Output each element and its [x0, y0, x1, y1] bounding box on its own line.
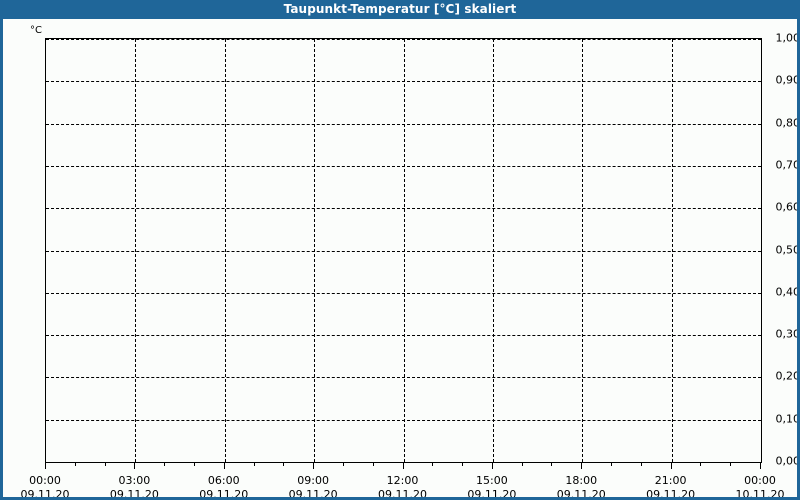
x-label-time: 18:00 — [565, 474, 598, 487]
x-label-date: 09.11.20 — [467, 488, 517, 500]
x-tick-minor — [462, 462, 464, 466]
y-axis-tick-label: 1,00 — [775, 31, 800, 45]
x-label-date: 09.11.20 — [109, 488, 159, 500]
gridline-vertical — [671, 39, 673, 462]
y-axis-unit-label: °C — [30, 25, 42, 36]
y-axis-tick-label: 0,20 — [775, 369, 800, 383]
x-tick-major — [223, 462, 225, 469]
x-tick-minor — [700, 462, 702, 466]
gridline-vertical — [492, 39, 494, 462]
x-label-date: 09.11.20 — [378, 488, 427, 500]
x-tick-major — [134, 462, 136, 469]
x-tick-major — [313, 462, 315, 469]
x-tick-minor — [611, 462, 613, 466]
x-axis-tick-label: 09:00 09.11.20 — [268, 474, 358, 500]
x-label-time: 09:00 — [297, 474, 329, 487]
x-axis-tick-label: 18:00 09.11.20 — [536, 474, 626, 500]
y-axis-tick-label: 0,80 — [775, 116, 800, 130]
x-tick-minor — [193, 462, 195, 466]
x-tick-minor — [372, 462, 374, 466]
gridline-vertical — [224, 39, 226, 462]
x-tick-minor — [730, 462, 732, 466]
y-axis-tick-label: 0,00 — [775, 454, 800, 468]
x-axis-tick-label: 00:00 09.11.20 — [3, 474, 90, 500]
gridline-vertical — [314, 39, 316, 462]
x-axis-tick-label: 06:00 09.11.20 — [179, 474, 269, 500]
x-label-date: 10.11.20 — [735, 488, 785, 500]
x-tick-major — [402, 462, 404, 469]
window-title-bar: Taupunkt-Temperatur [°C] skaliert — [3, 0, 797, 19]
x-axis-tick-label: 00:00 10.11.20 — [715, 474, 797, 500]
x-label-time: 12:00 — [386, 474, 419, 487]
x-tick-minor — [164, 462, 166, 466]
x-tick-major — [670, 462, 672, 469]
x-label-date: 09.11.20 — [199, 488, 249, 500]
chart-plot-canvas: °C 1,00 0,90 0,80 0,70 0,60 0,50 0,40 0,30 0,20 0… — [3, 19, 800, 500]
x-axis-tick-label: 12:00 09.11.20 — [358, 474, 448, 500]
x-label-date: 09.11.20 — [288, 488, 338, 500]
y-axis-tick-label: 0,90 — [775, 73, 800, 87]
gridline-horizontal — [46, 462, 761, 463]
x-tick-minor — [253, 462, 255, 466]
gridline-vertical — [582, 39, 584, 462]
y-axis-tick-label: 0,30 — [775, 327, 800, 341]
x-tick-minor — [283, 462, 285, 466]
x-label-date: 09.11.20 — [646, 488, 696, 500]
y-axis-tick-label: 0,60 — [775, 200, 800, 214]
x-tick-minor — [74, 462, 76, 466]
x-tick-minor — [432, 462, 434, 466]
x-label-time: 21:00 — [654, 474, 687, 487]
gridline-vertical — [403, 39, 405, 462]
x-tick-minor — [342, 462, 344, 466]
plot-area — [45, 38, 762, 463]
x-label-time: 06:00 — [207, 474, 240, 487]
x-axis-tick-label: 21:00 09.11.20 — [626, 474, 716, 500]
y-axis-tick-label: 0,50 — [775, 243, 800, 256]
x-label-time: 00:00 — [29, 474, 61, 487]
page-title: Taupunkt-Temperatur [°C] skaliert — [283, 2, 517, 16]
x-tick-minor — [640, 462, 642, 466]
x-tick-minor — [551, 462, 553, 466]
x-tick-major — [760, 462, 761, 469]
x-tick-minor — [104, 462, 106, 466]
x-label-date: 09.11.20 — [20, 488, 70, 500]
gridline-vertical — [135, 39, 137, 462]
x-axis-tick-label: 03:00 09.11.20 — [89, 474, 179, 500]
x-tick-minor — [521, 462, 523, 466]
y-axis-tick-label: 0,70 — [775, 158, 800, 172]
x-tick-major — [581, 462, 583, 469]
x-label-date: 09.11.20 — [556, 488, 606, 500]
x-tick-major — [45, 462, 46, 469]
y-axis-tick-label: 0,40 — [775, 285, 800, 299]
x-axis-tick-label: 15:00 09.11.20 — [447, 474, 537, 500]
x-label-time: 15:00 — [476, 474, 508, 487]
y-axis-tick-label: 0,10 — [775, 412, 800, 426]
x-label-time: 03:00 — [118, 474, 151, 487]
x-label-time: 00:00 — [744, 474, 776, 487]
x-tick-major — [491, 462, 493, 469]
